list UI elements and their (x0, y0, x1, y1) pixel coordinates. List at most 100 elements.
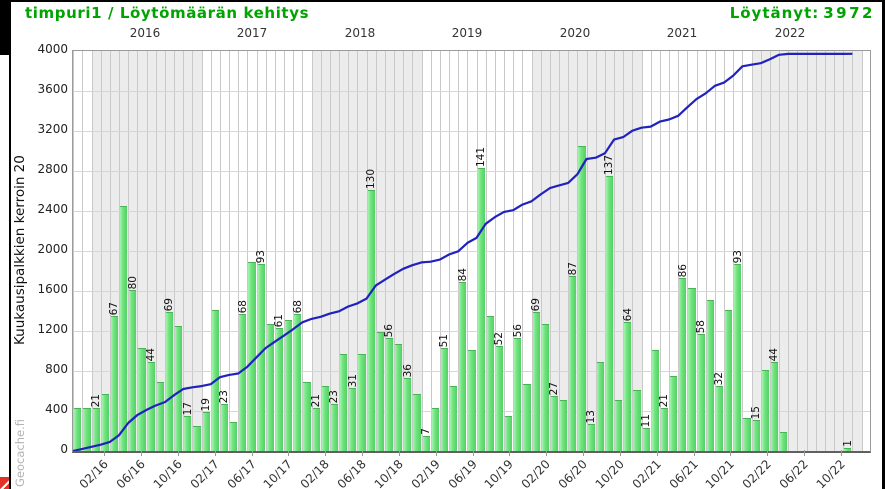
top-year-label: 2020 (559, 26, 591, 40)
chart-bar (395, 344, 403, 451)
chart-bar (184, 416, 192, 451)
corner-red-mark (0, 477, 9, 489)
chart-bar (725, 310, 733, 451)
chart-bar (165, 312, 174, 451)
x-axis-tick-label: 06/22 (776, 457, 811, 489)
found-total-label: Löytänyt: (729, 4, 820, 22)
bar-value-label: 44 (144, 347, 157, 361)
chart-bar (239, 314, 247, 451)
x-axis-tick-label: 06/20 (555, 457, 590, 489)
h-gridline (73, 291, 870, 292)
h-gridline (73, 251, 870, 252)
chart-bar (110, 316, 119, 451)
chart-bar (651, 350, 659, 451)
bar-value-label: 137 (603, 154, 616, 175)
bar-value-label: 23 (218, 389, 231, 403)
h-gridline (73, 91, 870, 92)
chart-bar (349, 388, 357, 451)
h-gridline (73, 331, 870, 332)
chart-bar (385, 338, 394, 451)
chart-bar (266, 324, 274, 451)
x-tick-mark (619, 450, 621, 456)
x-tick-mark (214, 450, 216, 456)
chart-bar (275, 328, 284, 451)
chart-bar (413, 394, 421, 451)
x-axis-tick-label: 02/20 (518, 457, 554, 489)
chart-bar (734, 264, 742, 451)
x-axis-tick-label: 02/21 (629, 457, 664, 489)
y-axis-tick-label: 3200 (37, 122, 68, 136)
x-tick-mark (472, 450, 474, 456)
bar-value-label: 68 (236, 299, 249, 313)
bar-value-label: 87 (566, 261, 579, 275)
chart-bar (459, 282, 467, 451)
chart-bar (376, 332, 384, 451)
chart-bar (92, 408, 100, 451)
bar-value-label: 17 (181, 401, 194, 415)
chart-bar (633, 390, 641, 451)
chart-bar (541, 324, 549, 451)
x-tick-mark (288, 450, 290, 456)
chart-bar (715, 386, 724, 451)
chart-bar (285, 320, 293, 451)
x-tick-mark (767, 450, 769, 456)
y-axis-tick-label: 800 (45, 362, 68, 376)
chart-bar (230, 422, 238, 451)
y-axis-tick-label: 3600 (37, 82, 68, 96)
x-axis-tick-label: 10/18 (371, 457, 406, 489)
chart-bar (138, 348, 146, 451)
chart-bar (587, 424, 595, 451)
x-axis-tick-label: 06/21 (666, 457, 701, 489)
bar-value-label: 13 (584, 409, 597, 423)
chart-bar (450, 386, 458, 451)
chart-bar (605, 176, 614, 451)
y-axis-tick-label: 4000 (37, 42, 68, 56)
x-tick-mark (546, 450, 548, 456)
x-tick-mark (693, 450, 695, 456)
bar-value-label: 32 (713, 371, 726, 385)
chart-bar (431, 408, 439, 451)
chart-bar (175, 326, 183, 451)
chart-bar (688, 288, 696, 451)
chart-bar (532, 312, 540, 451)
bar-value-label: 44 (768, 347, 781, 361)
x-tick-mark (509, 450, 511, 456)
top-year-label: 2019 (451, 26, 483, 40)
chart-bar (156, 382, 164, 451)
chart-bar (697, 334, 705, 451)
bar-value-label: 21 (309, 393, 322, 407)
x-tick-mark (178, 450, 179, 456)
chart-bar (752, 420, 760, 451)
top-year-axis: 2016 2017 2018 2019 2020 2021 2022 (0, 26, 885, 42)
x-axis-tick-label: 02/22 (739, 457, 775, 489)
bar-value-label: 23 (328, 389, 341, 403)
chart-bar (312, 408, 320, 451)
chart-bar (660, 408, 669, 451)
window-left-corner-block (0, 0, 11, 55)
chart-bar (440, 348, 449, 451)
chart-bar (129, 290, 137, 451)
bar-value-label: 58 (694, 319, 707, 333)
y-axis-tick-label: 2800 (37, 162, 68, 176)
y-axis-tick-label: 0 (60, 442, 68, 456)
chart-bar (367, 190, 375, 451)
bar-value-label: 130 (364, 168, 377, 189)
x-tick-mark (398, 450, 400, 456)
chart-bar (670, 376, 678, 451)
bar-value-label: 86 (676, 263, 689, 277)
bar-value-label: 56 (383, 323, 396, 337)
x-axis-tick-label: 02/17 (187, 457, 222, 489)
x-axis-tick-label: 06/16 (113, 457, 148, 489)
chart-bar (514, 338, 522, 451)
x-axis-tick-label: 10/22 (813, 457, 848, 489)
chart-bar (578, 146, 586, 451)
x-tick-mark (840, 450, 842, 456)
bar-value-label: 69 (163, 297, 176, 311)
x-axis-tick-label: 10/16 (150, 457, 185, 489)
x-tick-mark (804, 450, 806, 456)
top-year-label: 2017 (236, 26, 268, 40)
x-axis: 02/16 06/16 10/16 02/17 06/17 10/17 02/18 06/18… (0, 450, 885, 489)
x-axis-tick-label: 06/18 (334, 457, 369, 489)
x-tick-mark (362, 450, 364, 456)
